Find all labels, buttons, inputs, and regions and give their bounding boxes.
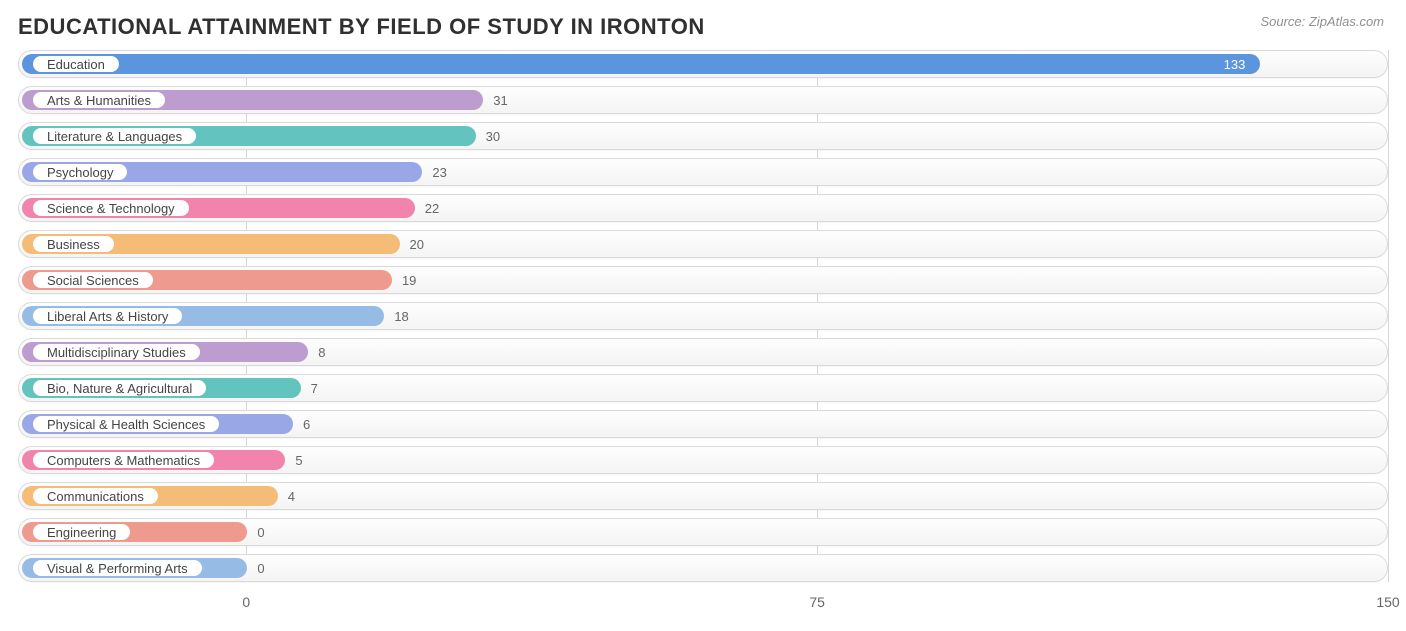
x-tick-label: 0 <box>242 594 250 610</box>
bar-row: Multidisciplinary Studies 8 <box>18 338 1388 366</box>
category-pill: Arts & Humanities <box>31 90 167 110</box>
x-tick-label: 150 <box>1376 594 1399 610</box>
value-label: 7 <box>311 375 318 401</box>
x-tick-label: 75 <box>809 594 825 610</box>
category-pill: Multidisciplinary Studies <box>31 342 202 362</box>
category-pill: Education <box>31 54 121 74</box>
category-pill: Communications <box>31 486 160 506</box>
category-pill: Social Sciences <box>31 270 155 290</box>
value-label: 31 <box>493 87 507 113</box>
category-pill: Business <box>31 234 116 254</box>
value-label: 5 <box>295 447 302 473</box>
value-label: 30 <box>486 123 500 149</box>
bar-row: Engineering 0 <box>18 518 1388 546</box>
x-axis: 075150 <box>18 590 1388 618</box>
plot-area: Education 133 Arts & Humanities 31 Literatur… <box>18 50 1388 618</box>
bar-row: Physical & Health Sciences 6 <box>18 410 1388 438</box>
category-pill: Literature & Languages <box>31 126 198 146</box>
value-label: 0 <box>257 519 264 545</box>
value-label: 6 <box>303 411 310 437</box>
bar-row: Arts & Humanities 31 <box>18 86 1388 114</box>
value-label: 133 <box>1224 51 1246 77</box>
gridline <box>1388 50 1389 582</box>
bar-row: Social Sciences 19 <box>18 266 1388 294</box>
value-label: 4 <box>288 483 295 509</box>
bar-row: Visual & Performing Arts 0 <box>18 554 1388 582</box>
category-pill: Science & Technology <box>31 198 191 218</box>
bar-row: Psychology 23 <box>18 158 1388 186</box>
category-pill: Visual & Performing Arts <box>31 558 204 578</box>
category-pill: Liberal Arts & History <box>31 306 184 326</box>
value-label: 0 <box>257 555 264 581</box>
bar-row: Liberal Arts & History 18 <box>18 302 1388 330</box>
bar-row: Bio, Nature & Agricultural 7 <box>18 374 1388 402</box>
value-label: 19 <box>402 267 416 293</box>
chart-container: EDUCATIONAL ATTAINMENT BY FIELD OF STUDY… <box>0 0 1406 631</box>
source-attribution: Source: ZipAtlas.com <box>1260 14 1384 29</box>
value-label: 22 <box>425 195 439 221</box>
bar-row: Education 133 <box>18 50 1388 78</box>
value-label: 23 <box>432 159 446 185</box>
category-pill: Engineering <box>31 522 132 542</box>
bar <box>22 54 1260 74</box>
category-pill: Computers & Mathematics <box>31 450 216 470</box>
bar-row: Business 20 <box>18 230 1388 258</box>
category-pill: Psychology <box>31 162 129 182</box>
bar-row: Science & Technology 22 <box>18 194 1388 222</box>
category-pill: Bio, Nature & Agricultural <box>31 378 208 398</box>
bar-rows: Education 133 Arts & Humanities 31 Literatur… <box>18 50 1388 582</box>
category-pill: Physical & Health Sciences <box>31 414 221 434</box>
bar-row: Literature & Languages 30 <box>18 122 1388 150</box>
bar-row: Computers & Mathematics 5 <box>18 446 1388 474</box>
value-label: 18 <box>394 303 408 329</box>
value-label: 8 <box>318 339 325 365</box>
value-label: 20 <box>410 231 424 257</box>
chart-title: EDUCATIONAL ATTAINMENT BY FIELD OF STUDY… <box>18 14 1388 40</box>
bar-row: Communications 4 <box>18 482 1388 510</box>
